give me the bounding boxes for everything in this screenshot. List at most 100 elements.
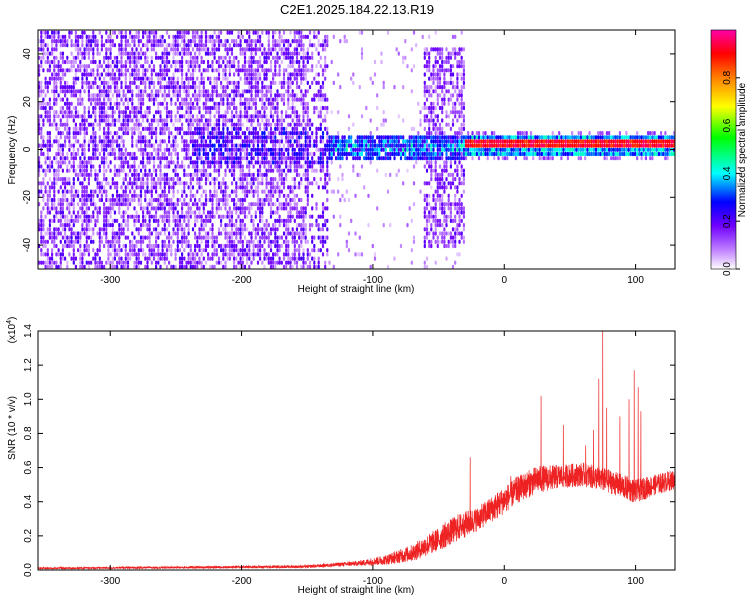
heatmap-cell <box>220 260 223 265</box>
heatmap-cell <box>59 122 62 127</box>
heatmap-cell <box>64 139 67 144</box>
heatmap-cell <box>200 80 203 85</box>
heatmap-cell <box>83 264 86 269</box>
heatmap-cell <box>44 243 47 249</box>
heatmap-cell <box>68 59 71 65</box>
heatmap-cell <box>306 151 309 157</box>
heatmap-cell <box>198 39 201 44</box>
heatmap-cell <box>308 264 312 269</box>
heatmap-cell <box>157 76 160 81</box>
heatmap-cell <box>246 114 249 119</box>
heatmap-cell <box>235 122 238 127</box>
heatmap-cell <box>352 156 355 161</box>
heatmap-cell <box>222 264 225 269</box>
heatmap-cell <box>280 243 283 249</box>
heatmap-cell <box>202 47 205 52</box>
heatmap-cell <box>40 252 43 257</box>
heatmap-cell <box>87 143 90 148</box>
heatmap-cell <box>289 231 292 236</box>
heatmap-cell <box>187 122 190 127</box>
heatmap-cell <box>185 260 188 265</box>
heatmap-cell <box>42 168 45 173</box>
heatmap-cell <box>263 101 266 106</box>
heatmap-cell <box>185 202 188 207</box>
heatmap-cell <box>176 51 179 56</box>
heatmap-cell <box>300 47 303 52</box>
heatmap-cell <box>293 110 296 115</box>
heatmap-cell <box>265 89 268 94</box>
heatmap-cell <box>55 177 58 182</box>
heatmap-cell <box>187 131 190 136</box>
heatmap-cell <box>57 210 60 215</box>
heatmap-cell <box>55 181 58 186</box>
heatmap-cell <box>252 147 255 152</box>
heatmap-cell <box>291 89 294 94</box>
heatmap-cell <box>40 47 43 52</box>
heatmap-cell <box>109 243 112 249</box>
heatmap-cell <box>61 143 64 148</box>
heatmap-cell <box>237 30 240 35</box>
heatmap-cell <box>267 47 270 52</box>
heatmap-cell <box>146 105 149 111</box>
heatmap-cell <box>215 131 218 136</box>
heatmap-cell <box>276 139 279 144</box>
heatmap-cell <box>129 110 132 115</box>
heatmap-cell <box>220 248 223 253</box>
heatmap-cell <box>360 55 364 60</box>
heatmap-cell <box>170 80 173 85</box>
heatmap-cell <box>272 189 275 194</box>
heatmap-cell <box>289 93 292 98</box>
heatmap-cell <box>358 156 361 161</box>
heatmap-cell <box>72 131 75 136</box>
heatmap-cell <box>241 89 244 94</box>
heatmap-cell <box>174 202 177 207</box>
heatmap-cell <box>131 51 134 56</box>
heatmap-cell <box>267 193 270 198</box>
heatmap-cell <box>263 227 266 232</box>
heatmap-cell <box>103 131 106 136</box>
heatmap-cell <box>122 210 125 215</box>
heatmap-cell <box>61 39 64 44</box>
heatmap-cell <box>306 135 309 140</box>
heatmap-cell <box>256 118 260 123</box>
heatmap-cell <box>276 43 279 48</box>
heatmap-cell <box>105 47 108 52</box>
heatmap-cell <box>259 110 262 115</box>
heatmap-cell <box>124 80 127 85</box>
heatmap-cell <box>152 214 156 219</box>
heatmap-cell <box>282 55 286 60</box>
heatmap-cell <box>142 156 145 161</box>
heatmap-cell <box>64 39 67 44</box>
heatmap-cell <box>246 143 249 148</box>
heatmap-cell <box>196 264 199 269</box>
heatmap-cell <box>226 126 229 131</box>
heatmap-cell <box>200 131 203 136</box>
heatmap-cell <box>239 47 242 52</box>
heatmap-cell <box>40 210 43 215</box>
heatmap-cell <box>174 256 177 261</box>
heatmap-cell <box>111 260 114 265</box>
heatmap-cell <box>152 43 156 48</box>
heatmap-cell <box>92 227 95 232</box>
heatmap-cell <box>259 243 262 249</box>
heatmap-cell <box>202 93 205 98</box>
heatmap-cell <box>68 110 71 115</box>
heatmap-cell <box>228 131 231 136</box>
heatmap-cell <box>233 85 236 90</box>
heatmap-cell <box>124 185 127 190</box>
heatmap-cell <box>51 160 54 165</box>
heatmap-cell <box>79 114 82 119</box>
heatmap-cell <box>146 55 149 60</box>
heatmap-cell <box>196 143 199 148</box>
heatmap-cell <box>94 206 97 211</box>
heatmap-cell <box>243 114 247 119</box>
heatmap-cell <box>111 110 114 115</box>
heatmap-cell <box>59 210 62 215</box>
heatmap-cell <box>200 47 203 52</box>
heatmap-cell <box>209 193 212 198</box>
heatmap-cell <box>272 227 275 232</box>
heatmap-cell <box>77 131 80 136</box>
heatmap-cell <box>306 172 309 177</box>
heatmap-cell <box>165 51 169 56</box>
heatmap-cell <box>235 243 238 249</box>
